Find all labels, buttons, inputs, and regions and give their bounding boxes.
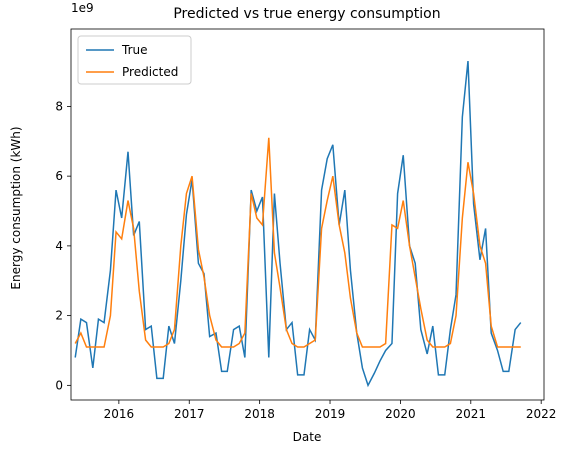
y-tick-label: 8	[55, 99, 63, 113]
data-line	[74, 61, 522, 388]
x-tick-label: 2018	[244, 407, 275, 421]
plot-area	[70, 28, 545, 401]
x-tick-label: 2016	[104, 407, 135, 421]
y-tick-label: 4	[55, 239, 63, 253]
chart-title: Predicted vs true energy consumption	[173, 6, 440, 22]
x-tick-label: 2019	[315, 407, 346, 421]
x-axis-label: Date	[293, 430, 322, 444]
legend-label: True	[121, 43, 148, 57]
x-tick-label: 2022	[526, 407, 557, 421]
x-tick-label: 2021	[456, 407, 487, 421]
data-line	[74, 137, 521, 348]
legend-label: Predicted	[122, 65, 178, 79]
y-tick-label: 6	[55, 169, 63, 183]
y-offset-label: 1e9	[71, 1, 94, 15]
x-tick-label: 2017	[174, 407, 205, 421]
x-tick-label: 2020	[385, 407, 416, 421]
y-tick-label: 2	[55, 309, 63, 323]
y-axis-label: Energy consumption (kWh)	[9, 126, 23, 289]
y-tick-label: 0	[55, 378, 63, 392]
